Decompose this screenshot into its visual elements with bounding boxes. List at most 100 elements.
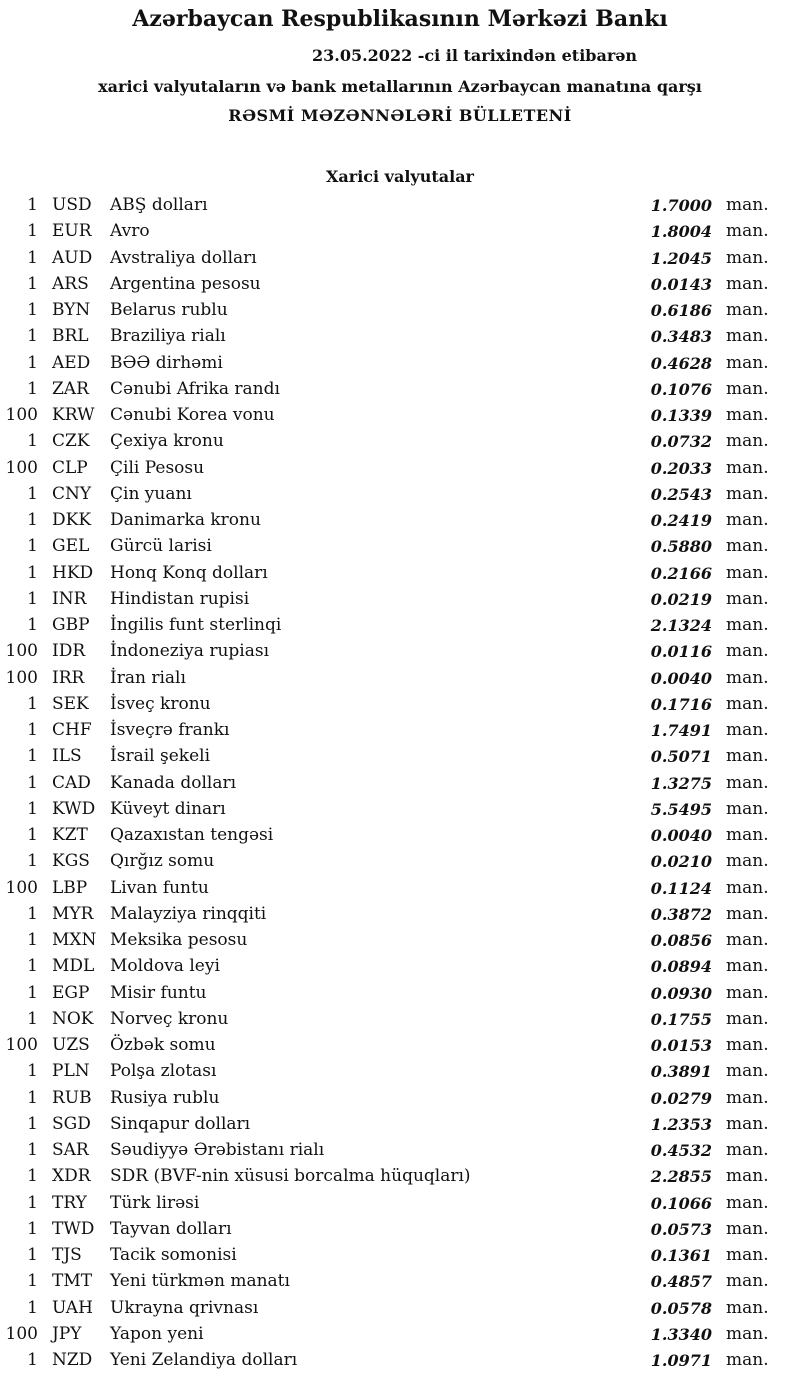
currency-name: Belarus rublu — [110, 300, 228, 320]
currency-code: SGD — [52, 1113, 91, 1134]
rate-value: 1.2353 — [650, 1114, 712, 1134]
rate-value: 0.1755 — [650, 1009, 712, 1029]
currency-code: XDR — [52, 1166, 91, 1187]
unit-label: man. — [726, 772, 769, 793]
unit-label: man. — [726, 1271, 769, 1292]
currency-code: CHF — [52, 720, 92, 740]
rate-row: 1 BRL Braziliya rialı 0.3483 man. — [0, 326, 800, 352]
quantity: 1 — [27, 903, 38, 924]
quantity: 1 — [27, 536, 38, 557]
quantity: 1 — [27, 1061, 38, 1082]
rate-row: 1 SGD Sinqapur dolları 1.2353 man. — [0, 1114, 800, 1140]
rate-row: 1 CAD Kanada dolları 1.3275 man. — [0, 773, 800, 799]
currency-name: Qazaxıstan tengəsi — [110, 825, 274, 845]
quantity: 1 — [27, 930, 38, 950]
rate-value: 1.7491 — [650, 721, 712, 740]
currency-code: DKK — [52, 510, 92, 530]
currency-code: HKD — [52, 562, 94, 583]
unit-label: man. — [726, 431, 769, 452]
currency-name: Tacik somonisi — [110, 1245, 237, 1265]
currency-name: Yapon yeni — [110, 1323, 204, 1344]
rate-value: 1.3340 — [650, 1324, 712, 1344]
rate-row: 1 RUB Rusiya rublu 0.0279 man. — [0, 1088, 800, 1114]
currency-name: Yeni Zelandiya dolları — [110, 1350, 298, 1370]
currency-name: Livan funtu — [110, 877, 209, 898]
currency-name: SDR (BVF-nin xüsusi borcalma hüquqları) — [110, 1166, 471, 1187]
currency-name: Argentina pesosu — [110, 273, 261, 294]
rate-row: 100 UZS Özbək somu 0.0153 man. — [0, 1035, 800, 1061]
quantity: 1 — [27, 1245, 38, 1265]
currency-code: AED — [52, 352, 91, 373]
rate-value: 0.0279 — [650, 1088, 712, 1108]
rate-row: 100 KRW Cənubi Korea vonu 0.1339 man. — [0, 405, 800, 431]
quantity: 1 — [27, 1113, 38, 1134]
currency-code: TWD — [52, 1218, 95, 1239]
currency-code: PLN — [52, 1061, 90, 1082]
unit-label: man. — [726, 1113, 769, 1134]
quantity: 1 — [27, 851, 38, 872]
unit-label: man. — [726, 1192, 769, 1213]
currency-code: RUB — [52, 1087, 92, 1108]
currency-code: MDL — [52, 956, 95, 977]
rate-value: 0.3891 — [650, 1062, 712, 1082]
rate-row: 1 ILS İsrail şekeli 0.5071 man. — [0, 746, 800, 772]
rate-row: 1 KZT Qazaxıstan tengəsi 0.0040 man. — [0, 825, 800, 851]
rate-row: 1 ZAR Cənubi Afrika randı 0.1076 man. — [0, 379, 800, 405]
quantity: 1 — [27, 221, 38, 242]
currency-code: KZT — [52, 825, 88, 845]
rate-value: 2.2855 — [650, 1167, 712, 1187]
rate-row: 1 EUR Avro 1.8004 man. — [0, 221, 800, 247]
section-title: Xarici valyutalar — [326, 167, 474, 186]
quantity: 1 — [27, 1008, 38, 1029]
rate-value: 0.2419 — [650, 511, 712, 530]
unit-label: man. — [726, 300, 769, 320]
currency-code: USD — [52, 195, 92, 215]
rate-value: 0.4857 — [650, 1272, 712, 1292]
rate-row: 1 INR Hindistan rupisi 0.0219 man. — [0, 589, 800, 615]
rate-row: 1 KGS Qırğız somu 0.0210 man. — [0, 851, 800, 877]
currency-code: EGP — [52, 982, 90, 1003]
currency-name: Rusiya rublu — [110, 1087, 220, 1108]
quantity: 1 — [27, 1192, 38, 1213]
currency-name: Küveyt dinarı — [110, 798, 226, 819]
unit-label: man. — [726, 615, 769, 635]
unit-label: man. — [726, 1323, 769, 1344]
rate-value: 0.5880 — [650, 537, 712, 557]
currency-name: Sinqapur dolları — [110, 1113, 251, 1134]
currency-name: İran rialı — [110, 667, 186, 688]
rate-value: 0.2166 — [650, 563, 712, 583]
quantity: 100 — [5, 1035, 38, 1055]
unit-label: man. — [726, 956, 769, 977]
rate-value: 0.0040 — [650, 668, 712, 688]
rate-row: 1 AUD Avstraliya dolları 1.2045 man. — [0, 248, 800, 274]
rate-value: 0.4628 — [650, 353, 712, 373]
quantity: 1 — [27, 1218, 38, 1239]
bank-title: Azərbaycan Respublikasının Mərkəzi Bankı — [132, 6, 668, 32]
currency-name: İndoneziya rupiası — [110, 641, 270, 662]
unit-label: man. — [726, 1166, 769, 1187]
rate-row: 1 CZK Çexiya kronu 0.0732 man. — [0, 431, 800, 457]
unit-label: man. — [726, 851, 769, 872]
quantity: 1 — [27, 483, 38, 504]
unit-label: man. — [726, 903, 769, 924]
currency-code: GBP — [52, 615, 90, 635]
rate-value: 0.0219 — [650, 589, 712, 609]
currency-name: İsrail şekeli — [110, 746, 210, 767]
unit-label: man. — [726, 247, 769, 268]
currency-code: UAH — [52, 1297, 93, 1318]
rate-row: 1 CHF İsveçrə frankı 1.7491 man. — [0, 720, 800, 746]
rate-value: 0.0856 — [650, 931, 712, 950]
quantity: 1 — [27, 273, 38, 294]
unit-label: man. — [726, 1297, 769, 1318]
quantity: 100 — [5, 667, 38, 688]
effective-date: 23.05.2022 -ci il tarixindən etibarən — [312, 46, 638, 65]
unit-label: man. — [726, 510, 769, 530]
quantity: 1 — [27, 326, 38, 347]
rate-row: 1 KWD Küveyt dinarı 5.5495 man. — [0, 799, 800, 825]
rate-row: 1 NZD Yeni Zelandiya dolları 1.0971 man. — [0, 1350, 800, 1376]
currency-code: LBP — [52, 877, 88, 898]
unit-label: man. — [726, 405, 769, 425]
rate-value: 0.1339 — [650, 406, 712, 425]
quantity: 1 — [27, 1166, 38, 1187]
rate-value: 0.1076 — [650, 379, 712, 399]
